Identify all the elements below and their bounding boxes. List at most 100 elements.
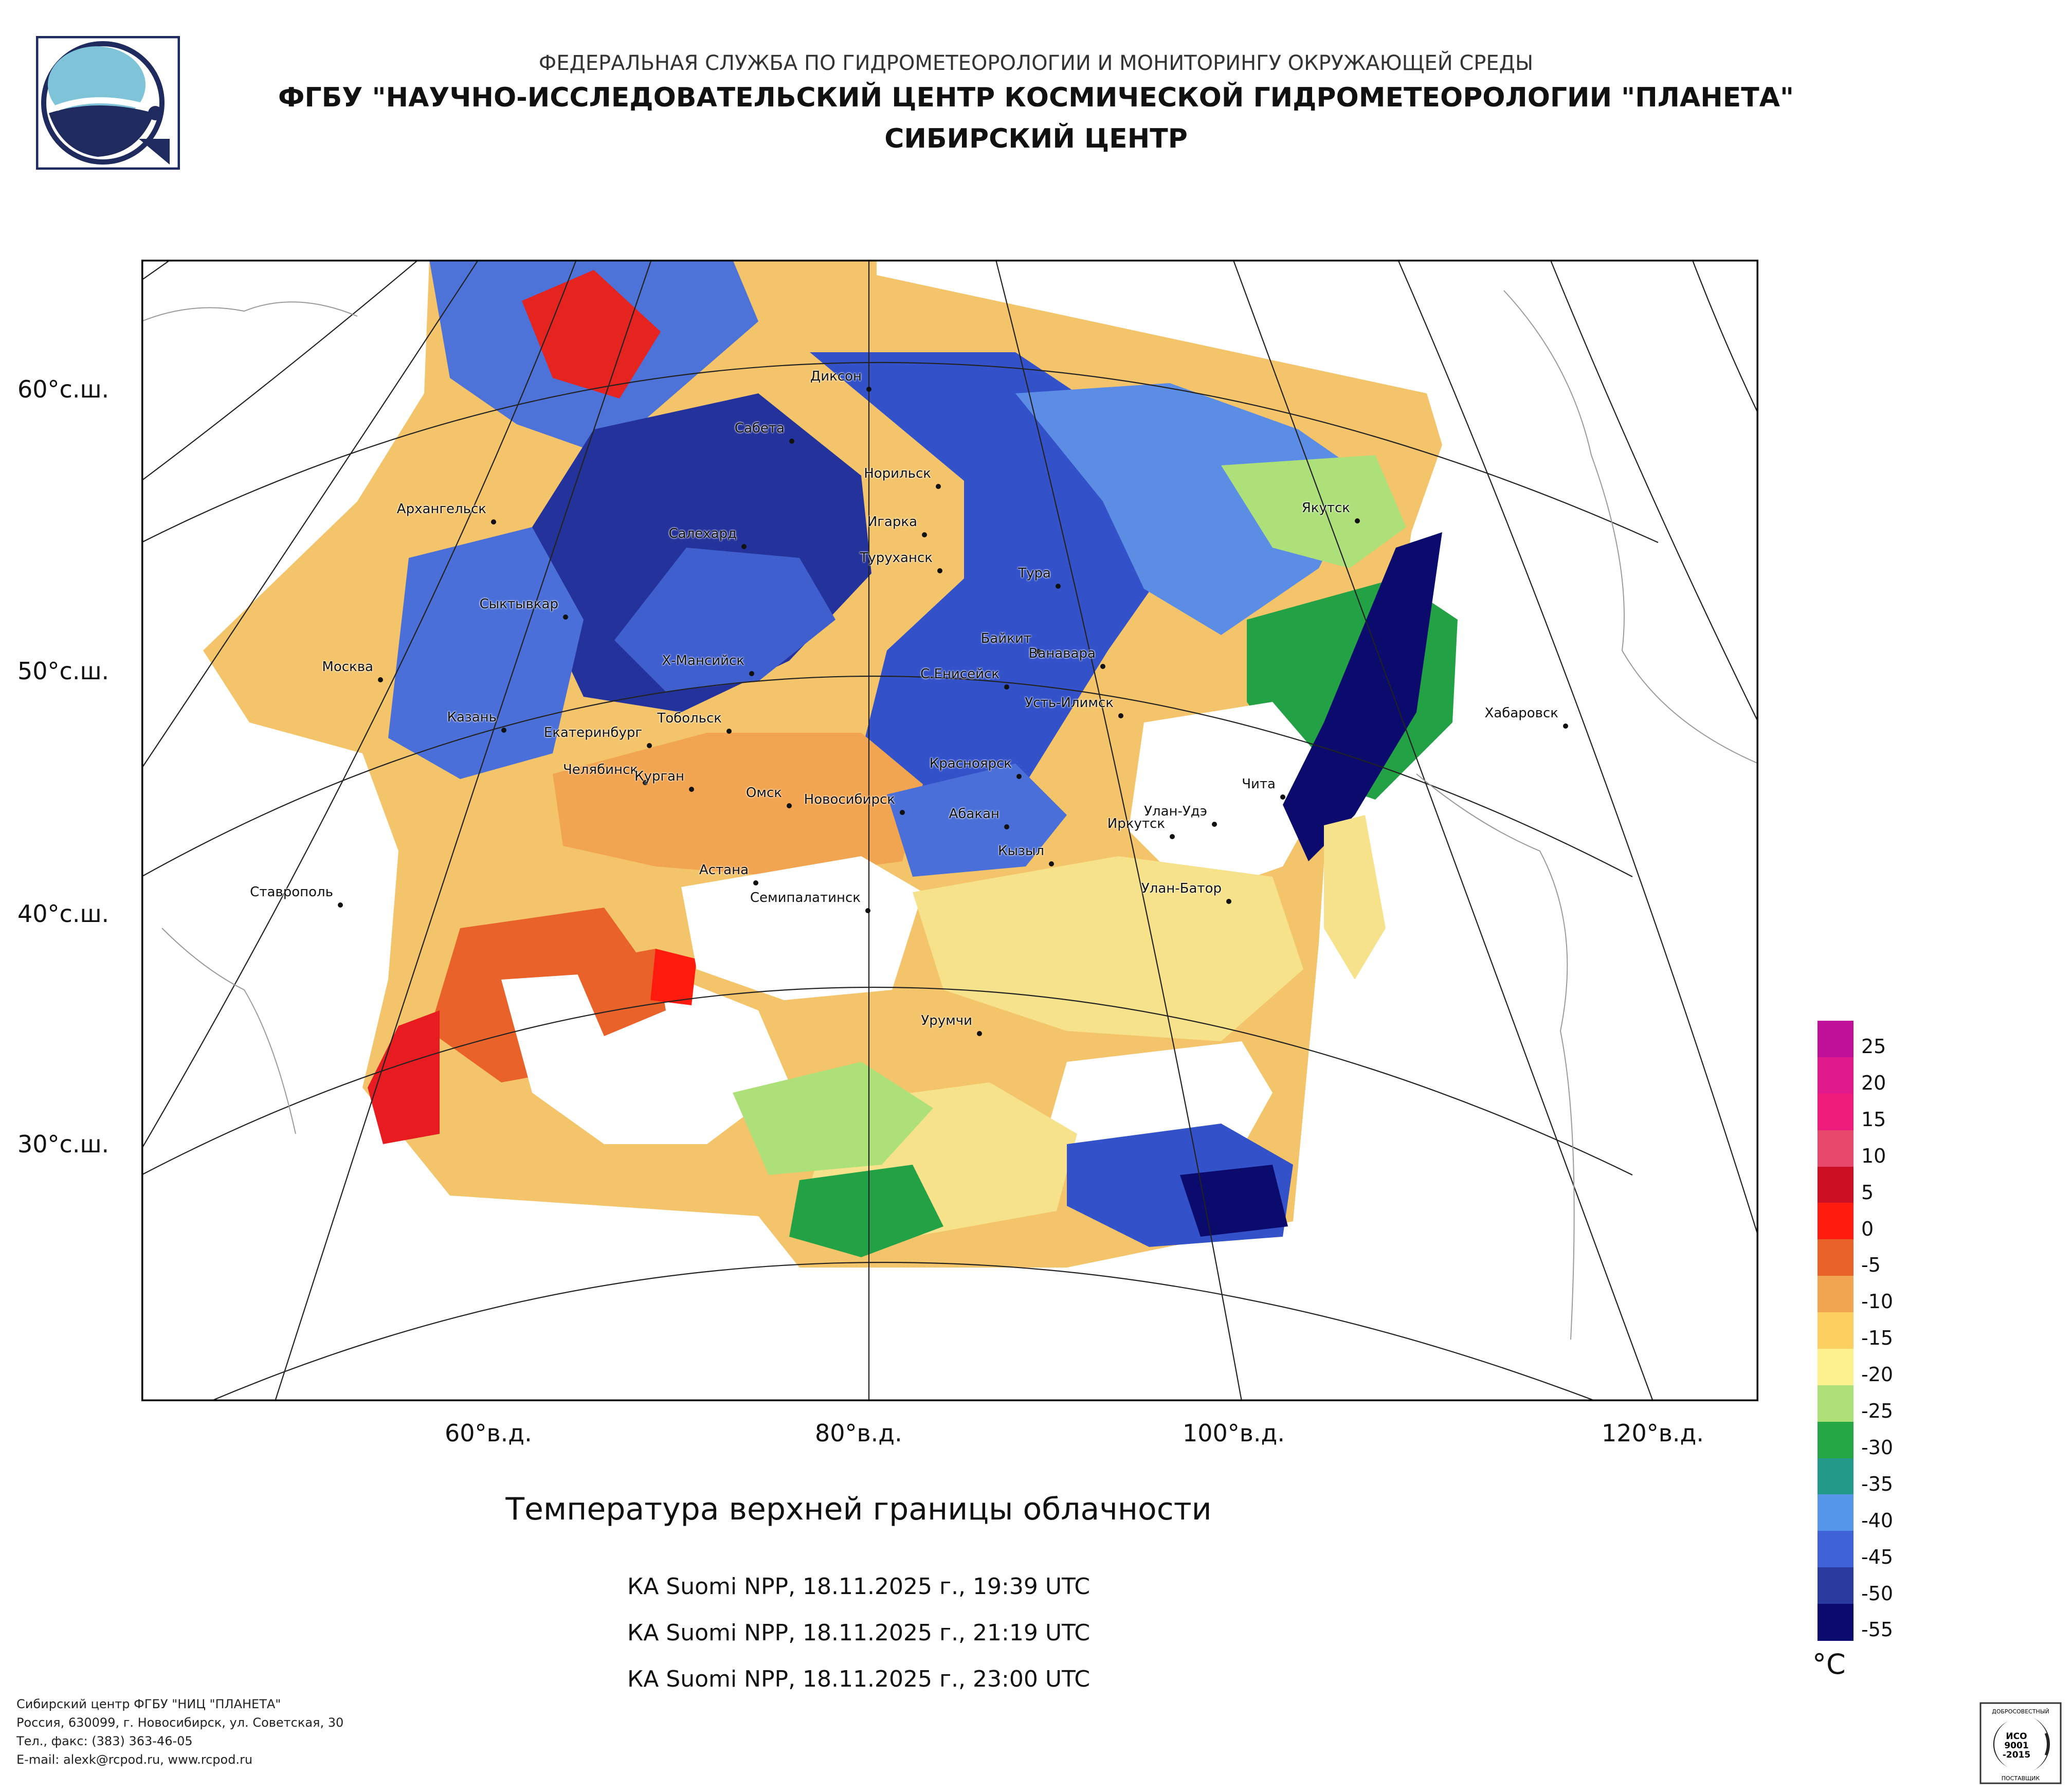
city-label: Курган xyxy=(634,769,684,784)
legend-swatch xyxy=(1817,1166,1853,1204)
legend-swatch xyxy=(1817,1348,1853,1386)
city-marker xyxy=(1226,899,1231,904)
legend-unit: °C xyxy=(1812,1648,1846,1680)
pass-line-2: КА Suomi NPP, 18.11.2025 г., 21:19 UTC xyxy=(627,1620,1090,1646)
legend-label: -45 xyxy=(1861,1545,1894,1568)
lon-label-60: 60°в.д. xyxy=(445,1419,532,1447)
city-label: Архангельск xyxy=(396,501,486,517)
city-marker xyxy=(900,810,905,815)
lat-label-40: 40°с.ш. xyxy=(17,900,110,928)
legend-label: 5 xyxy=(1861,1181,1874,1204)
city-label: Якутск xyxy=(1301,500,1350,516)
city-marker xyxy=(647,743,652,748)
legend-swatch xyxy=(1817,1057,1853,1094)
iso-line2: 9001 xyxy=(2004,1741,2028,1751)
iso-line1: ИСО xyxy=(2006,1731,2027,1742)
city-marker xyxy=(1118,713,1123,718)
city-marker xyxy=(1100,664,1105,669)
legend-label: -25 xyxy=(1861,1400,1894,1422)
city-label: Чита xyxy=(1242,776,1276,792)
legend-swatch xyxy=(1817,1130,1853,1167)
city-marker xyxy=(753,880,758,885)
city-marker xyxy=(1016,774,1022,779)
legend-swatch xyxy=(1817,1458,1853,1495)
city-label: Салехард xyxy=(668,526,737,541)
lon-label-120: 120°в.д. xyxy=(1602,1419,1704,1447)
legend-swatch xyxy=(1817,1567,1853,1605)
city-label: Красноярск xyxy=(929,756,1012,771)
city-marker xyxy=(1212,822,1217,827)
map-title: Температура верхней границы облачности xyxy=(505,1491,1212,1527)
city-marker xyxy=(643,780,648,785)
legend-label: 25 xyxy=(1861,1035,1886,1058)
pass-line-3: КА Suomi NPP, 18.11.2025 г., 23:00 UTC xyxy=(627,1666,1090,1692)
city-label: Хабаровск xyxy=(1484,705,1558,721)
city-label: Диксон xyxy=(810,369,862,384)
city-marker xyxy=(378,677,383,682)
city-marker xyxy=(1355,518,1360,523)
city-label: Иркутск xyxy=(1107,816,1165,831)
city-label: Улан-Батор xyxy=(1141,881,1222,896)
city-marker xyxy=(936,484,941,489)
city-label: Кызыл xyxy=(998,843,1044,859)
city-label: Семипалатинск xyxy=(750,890,861,906)
city-label: Туруханск xyxy=(860,550,933,566)
legend-label: -40 xyxy=(1861,1509,1894,1532)
legend-swatch xyxy=(1817,1203,1853,1240)
iso-top-text: ДОБРОСОВЕСТНЫЙ xyxy=(1992,1708,2049,1715)
city-label: Х-Мансийск xyxy=(662,653,744,668)
city-marker xyxy=(977,1031,982,1036)
city-marker xyxy=(1004,684,1009,690)
footer-email: E-mail: alexk@rcpod.ru, www.rcpod.ru xyxy=(16,1752,253,1767)
footer-address: Россия, 630099, г. Новосибирск, ул. Сове… xyxy=(16,1715,344,1730)
city-label: Ванавара xyxy=(1028,646,1096,661)
city-marker xyxy=(1056,584,1061,589)
legend-swatch xyxy=(1817,1421,1853,1459)
city-label: Новосибирск xyxy=(804,792,895,807)
legend-swatch xyxy=(1817,1531,1853,1568)
legend-label: -50 xyxy=(1861,1582,1894,1605)
city-label: С.Енисейск xyxy=(920,666,999,682)
city-marker xyxy=(749,671,754,676)
lon-label-100: 100°в.д. xyxy=(1183,1419,1285,1447)
legend-swatch xyxy=(1817,1021,1853,1058)
legend-label: 15 xyxy=(1861,1108,1886,1131)
city-marker xyxy=(491,519,496,524)
iso-bottom-text: ПОСТАВЩИК xyxy=(2002,1775,2040,1782)
city-marker xyxy=(1280,794,1285,800)
city-label: Ставрополь xyxy=(250,884,333,900)
lat-label-30: 30°с.ш. xyxy=(17,1130,110,1158)
coastline-lines xyxy=(141,290,1759,1340)
city-label: Тура xyxy=(1018,566,1051,581)
legend-label: -35 xyxy=(1861,1472,1894,1495)
city-marker xyxy=(1049,861,1054,866)
legend-swatch xyxy=(1817,1604,1853,1641)
legend-swatch xyxy=(1817,1093,1853,1131)
header-center: СИБИРСКИЙ ЦЕНТР xyxy=(884,123,1188,154)
city-label: Байкит xyxy=(980,631,1031,646)
header-agency: ФЕДЕРАЛЬНАЯ СЛУЖБА ПО ГИДРОМЕТЕОРОЛОГИИ … xyxy=(538,51,1534,75)
city-marker xyxy=(501,728,506,733)
legend-swatch xyxy=(1817,1276,1853,1313)
legend-label: -30 xyxy=(1861,1436,1894,1459)
city-marker xyxy=(338,902,343,908)
city-label: Тобольск xyxy=(657,711,722,726)
city-label: Улан-Удэ xyxy=(1144,804,1207,819)
city-marker xyxy=(689,787,694,792)
city-marker xyxy=(1036,649,1041,654)
city-label: Сабета xyxy=(734,421,785,436)
cloud-top-imagery xyxy=(203,260,1458,1268)
legend-swatch xyxy=(1817,1385,1853,1422)
city-marker xyxy=(866,387,871,392)
legend-swatch xyxy=(1817,1239,1853,1277)
pass-line-1: КА Suomi NPP, 18.11.2025 г., 19:39 UTC xyxy=(627,1573,1090,1600)
city-marker xyxy=(563,614,568,620)
city-marker xyxy=(937,568,942,573)
lon-label-80: 80°в.д. xyxy=(815,1419,902,1447)
city-label: Абакан xyxy=(949,806,999,822)
city-label: Урумчи xyxy=(921,1013,972,1028)
iso-badge: ДОБРОСОВЕСТНЫЙ ИСО 9001 -2015 ПОСТАВЩИК xyxy=(1979,1702,2062,1784)
legend-label: 20 xyxy=(1861,1071,1886,1094)
map-frame xyxy=(0,72,1839,1433)
footer-phone: Тел., факс: (383) 363-46-05 xyxy=(16,1734,193,1748)
